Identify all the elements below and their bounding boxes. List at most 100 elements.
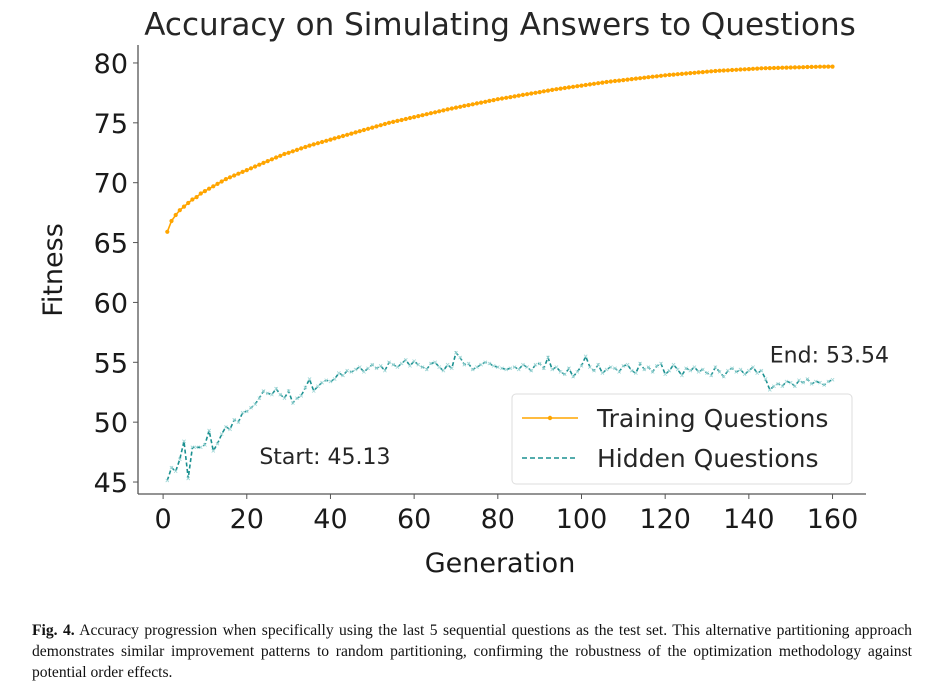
training-data-point	[395, 118, 400, 123]
training-data-point	[671, 72, 676, 77]
hidden-data-point	[495, 365, 500, 369]
hidden-data-point	[336, 371, 341, 375]
hidden-data-point	[424, 367, 429, 372]
hidden-data-point	[571, 374, 576, 379]
training-data-point	[629, 77, 634, 82]
training-data-point	[809, 64, 814, 69]
hidden-data-point	[462, 362, 467, 367]
training-data-point	[165, 229, 170, 234]
hidden-data-point	[671, 362, 676, 367]
training-data-point	[575, 84, 580, 89]
legend: Training Questions Hidden Questions	[511, 393, 853, 485]
hidden-data-point	[726, 368, 730, 373]
hidden-data-point	[634, 371, 638, 375]
training-data-point	[583, 82, 588, 88]
hidden-data-point	[341, 373, 345, 378]
hidden-data-point	[257, 396, 262, 401]
hidden-data-point	[696, 369, 701, 374]
training-data-point	[190, 197, 195, 202]
training-data-point	[303, 144, 308, 150]
training-data-point	[533, 90, 538, 95]
hidden-data-point	[533, 362, 538, 367]
x-tick-label: 160	[807, 504, 859, 535]
training-data-point	[374, 124, 379, 129]
training-data-point	[194, 195, 199, 200]
training-data-point	[470, 102, 475, 107]
hidden-data-point	[596, 362, 601, 367]
training-data-point	[704, 69, 710, 74]
training-data-point	[545, 88, 551, 93]
training-data-point	[801, 65, 806, 70]
hidden-data-point	[295, 396, 299, 401]
hidden-data-point	[546, 355, 550, 360]
training-data-point	[261, 160, 266, 165]
training-data-point	[504, 95, 509, 100]
training-data-point	[696, 70, 701, 75]
hidden-data-point	[290, 401, 295, 405]
training-data-point	[679, 71, 685, 76]
training-data-point	[198, 191, 203, 196]
hidden-data-point	[621, 364, 626, 368]
hidden-data-point	[521, 362, 525, 367]
training-data-point	[407, 115, 413, 121]
hidden-data-point	[734, 369, 739, 374]
hidden-data-point	[680, 373, 684, 378]
training-data-point	[248, 166, 254, 171]
training-data-point	[416, 114, 421, 119]
training-data-point	[566, 85, 572, 90]
hidden-data-point	[692, 365, 697, 369]
hidden-data-point	[512, 365, 517, 369]
series-layer	[165, 64, 835, 483]
training-data-point	[345, 132, 350, 137]
hidden-data-point	[797, 378, 801, 383]
hidden-data-point	[475, 365, 479, 369]
hidden-data-point	[265, 391, 270, 396]
training-data-point	[826, 64, 831, 69]
training-data-point	[725, 68, 731, 73]
y-tick-label: 55	[94, 348, 128, 379]
training-data-point	[173, 212, 178, 218]
training-data-point	[391, 119, 396, 124]
training-data-point	[433, 110, 438, 115]
training-data-point	[299, 146, 304, 151]
training-data-point	[558, 86, 563, 91]
training-data-point	[776, 65, 781, 70]
y-tick-label: 75	[94, 109, 128, 140]
training-data-point	[403, 116, 408, 122]
hidden-data-point	[730, 366, 734, 371]
training-data-point	[805, 64, 810, 70]
hidden-data-point	[194, 445, 199, 450]
training-data-point	[399, 117, 404, 123]
training-data-point	[462, 103, 467, 108]
hidden-data-point	[203, 443, 207, 447]
hidden-data-point	[232, 417, 237, 422]
hidden-data-point	[311, 389, 316, 393]
hidden-data-point	[822, 383, 827, 387]
training-data-point	[320, 139, 325, 145]
training-data-point	[529, 91, 534, 96]
training-data-point	[181, 204, 187, 209]
hidden-data-point	[219, 432, 224, 437]
training-data-point	[357, 129, 362, 134]
end-annotation: End: 53.54	[770, 343, 889, 368]
hidden-data-point	[244, 409, 249, 414]
hidden-data-point	[399, 361, 404, 366]
training-data-point	[324, 138, 329, 143]
training-data-point	[767, 66, 772, 71]
training-data-point	[378, 123, 383, 128]
training-data-point	[232, 173, 237, 178]
training-data-point	[453, 105, 459, 110]
training-data-point	[223, 177, 228, 182]
hidden-data-point	[558, 369, 563, 374]
training-data-point	[721, 68, 726, 73]
hidden-data-point	[236, 420, 241, 425]
y-axis-label: Fitness	[38, 223, 69, 317]
hidden-data-point	[675, 367, 680, 372]
x-tick-label: 120	[639, 504, 691, 535]
chart-title: Accuracy on Simulating Answers to Questi…	[144, 7, 856, 43]
hidden-data-point	[316, 384, 320, 389]
hidden-data-point	[604, 367, 609, 372]
training-data-point	[315, 141, 320, 146]
caption-text: Accuracy progression when specifically u…	[32, 622, 912, 681]
hidden-data-point	[700, 367, 705, 372]
